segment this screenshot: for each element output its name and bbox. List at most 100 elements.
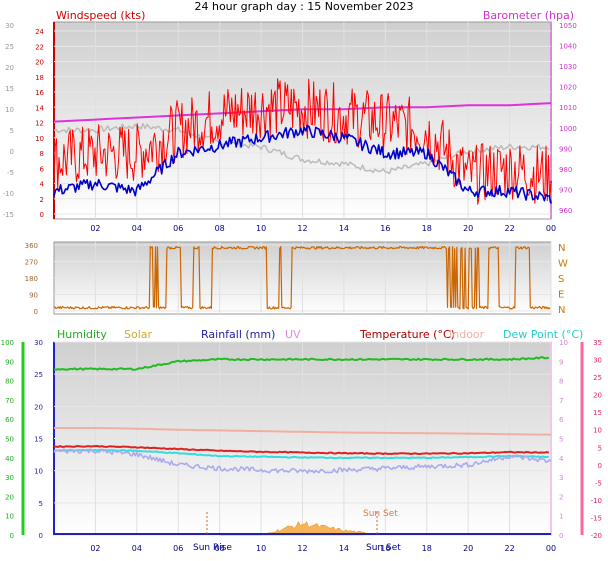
tick-label: 25 bbox=[5, 43, 14, 51]
tick-label: 7 bbox=[559, 397, 563, 405]
tick-label: 30 bbox=[5, 22, 14, 30]
time-label: 06 bbox=[173, 544, 183, 553]
compass-label: E bbox=[558, 290, 564, 301]
time-label: 22 bbox=[504, 224, 514, 233]
tick-label: 1020 bbox=[559, 84, 577, 92]
tick-label: 10 bbox=[5, 106, 14, 114]
tick-label: 4 bbox=[40, 181, 45, 189]
legend-uv: UV bbox=[285, 328, 301, 341]
tick-label: 5 bbox=[598, 444, 602, 452]
tick-label: -5 bbox=[7, 169, 14, 177]
tick-label: 10 bbox=[5, 513, 14, 521]
tick-label: 0 bbox=[598, 462, 602, 470]
tick-label: 25 bbox=[34, 371, 43, 379]
tick-label: 30 bbox=[5, 474, 14, 482]
tick-label: 1 bbox=[559, 513, 563, 521]
tick-label: 50 bbox=[5, 436, 14, 444]
time-label: 06 bbox=[173, 224, 183, 233]
legend-solar: Solar bbox=[124, 328, 153, 341]
tick-label: 70 bbox=[5, 397, 14, 405]
time-label: 14 bbox=[339, 544, 349, 553]
legend-indoor: Indoor bbox=[449, 328, 485, 341]
tick-label: 0 bbox=[40, 211, 44, 219]
time-label: 08 bbox=[215, 224, 225, 233]
series-line bbox=[53, 356, 550, 371]
tick-label: 960 bbox=[559, 207, 572, 215]
time-label: 04 bbox=[132, 224, 142, 233]
tick-label: 0 bbox=[39, 532, 43, 540]
tick-label: 60 bbox=[5, 416, 14, 424]
tick-label: 80 bbox=[5, 378, 14, 386]
tick-label: 5 bbox=[39, 500, 43, 508]
time-label: 10 bbox=[256, 544, 266, 553]
time-label: 14 bbox=[339, 224, 349, 233]
tick-label: 18 bbox=[35, 74, 44, 82]
tick-label: -10 bbox=[591, 497, 602, 505]
tick-label: 90 bbox=[29, 292, 38, 300]
tick-label: 8 bbox=[559, 378, 563, 386]
tick-label: 980 bbox=[559, 166, 572, 174]
tick-label: 22 bbox=[35, 43, 44, 51]
tick-label: 970 bbox=[559, 186, 572, 194]
sunset-label: Sun Set bbox=[366, 543, 401, 553]
series-line bbox=[53, 448, 552, 474]
tick-label: 0 bbox=[34, 308, 38, 316]
tick-label: 35 bbox=[593, 339, 602, 347]
tick-label: 14 bbox=[35, 104, 44, 112]
tick-label: 10 bbox=[35, 135, 44, 143]
time-label: 20 bbox=[463, 544, 473, 553]
legend-rainfall: Rainfall (mm) bbox=[201, 328, 275, 341]
tick-label: -10 bbox=[3, 190, 14, 198]
series-line bbox=[54, 448, 550, 460]
direction-series bbox=[54, 245, 551, 310]
tick-label: 0 bbox=[10, 532, 14, 540]
direction-gridlines bbox=[54, 242, 552, 314]
baro-tick-labels: 1050 1040 1030 1020 1010 1000 990 980 970 960 bbox=[559, 22, 577, 215]
compass-label: W bbox=[558, 259, 568, 270]
tick-label: -20 bbox=[591, 532, 602, 540]
time-label: 22 bbox=[504, 544, 514, 553]
time-label: 12 bbox=[297, 544, 307, 553]
series-line bbox=[53, 78, 552, 205]
tick-label: -5 bbox=[595, 479, 602, 487]
time-label: 20 bbox=[463, 224, 473, 233]
tick-label: 5 bbox=[559, 436, 563, 444]
tick-label: 20 bbox=[35, 59, 44, 67]
wind-axis-label: Windspeed (kts) bbox=[56, 9, 145, 22]
tick-label: 1000 bbox=[559, 125, 577, 133]
direction-tick-labels: 360 270 180 90 0 bbox=[25, 242, 38, 316]
series-line bbox=[54, 427, 551, 436]
tick-label: 1030 bbox=[559, 63, 577, 71]
chart-title: 24 hour graph day : 15 November 2023 bbox=[194, 0, 413, 13]
tick-label: 990 bbox=[559, 145, 572, 153]
tick-label: 15 bbox=[34, 436, 43, 444]
tick-label: 1050 bbox=[559, 22, 577, 30]
tick-label: 360 bbox=[25, 242, 38, 250]
sunrise-label: Sun Rise bbox=[193, 543, 232, 553]
tick-label: 16 bbox=[35, 89, 44, 97]
time-label: 12 bbox=[297, 224, 307, 233]
tick-label: 30 bbox=[34, 339, 43, 347]
time-label: 16 bbox=[380, 224, 390, 233]
climate-time-labels: 02 04 06 08 10 12 14 16 18 20 22 00 bbox=[90, 544, 556, 553]
tick-label: 5 bbox=[10, 127, 14, 135]
tick-label: 40 bbox=[5, 455, 14, 463]
tick-label: 20 bbox=[34, 403, 43, 411]
tick-label: 25 bbox=[593, 374, 602, 382]
tick-label: 30 bbox=[593, 357, 602, 365]
tick-label: 24 bbox=[35, 28, 44, 36]
wind-secondary-tick-labels: 30 25 20 15 10 5 0 -5 -10 -15 bbox=[3, 22, 14, 219]
tick-label: 6 bbox=[559, 416, 564, 424]
tick-label: -15 bbox=[3, 211, 14, 219]
wind-series bbox=[53, 78, 552, 205]
tick-label: 10 bbox=[34, 468, 43, 476]
series-line bbox=[53, 124, 552, 204]
tick-label: 2 bbox=[559, 493, 563, 501]
legend-dewpoint: Dew Point (°C) bbox=[503, 328, 583, 341]
time-label: 02 bbox=[90, 544, 100, 553]
time-label: 18 bbox=[422, 544, 432, 553]
tick-label: 10 bbox=[593, 427, 602, 435]
climate-tick-labels: 1009080706050403020100302520151050109876… bbox=[1, 339, 602, 540]
